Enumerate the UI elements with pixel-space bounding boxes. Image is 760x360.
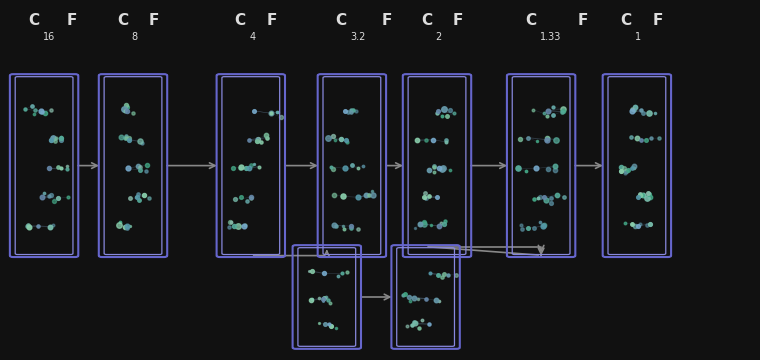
- Text: F: F: [578, 13, 588, 28]
- Text: C: C: [421, 13, 432, 28]
- Text: C: C: [117, 13, 128, 28]
- Text: 1.33: 1.33: [540, 32, 561, 42]
- Text: C: C: [621, 13, 632, 28]
- Text: 16: 16: [43, 32, 55, 42]
- Text: F: F: [67, 13, 78, 28]
- Text: C: C: [336, 13, 347, 28]
- Text: F: F: [149, 13, 160, 28]
- Text: 2: 2: [435, 32, 442, 42]
- Text: 3.2: 3.2: [350, 32, 366, 42]
- Text: 4: 4: [249, 32, 255, 42]
- Text: 8: 8: [131, 32, 138, 42]
- Text: C: C: [525, 13, 536, 28]
- Text: 1: 1: [635, 32, 641, 42]
- Text: F: F: [267, 13, 277, 28]
- Text: F: F: [453, 13, 464, 28]
- Text: C: C: [235, 13, 245, 28]
- Text: F: F: [382, 13, 392, 28]
- Text: F: F: [653, 13, 663, 28]
- Text: C: C: [28, 13, 39, 28]
